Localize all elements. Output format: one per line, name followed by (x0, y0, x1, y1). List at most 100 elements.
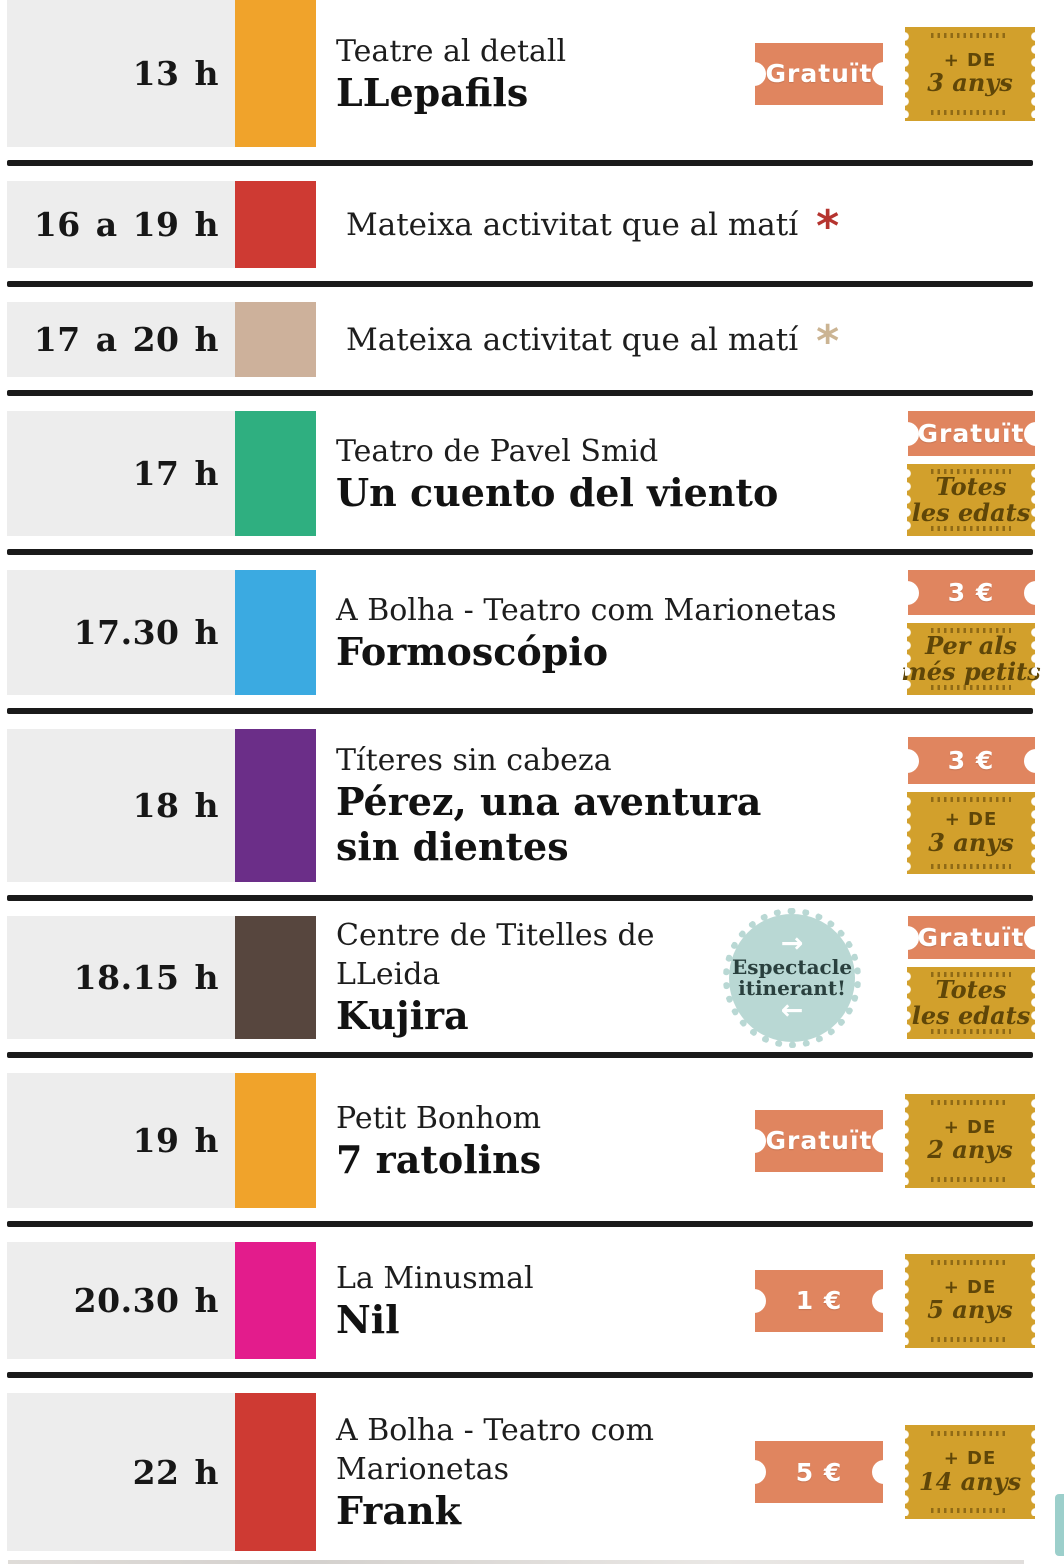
age-prefix: + DE (944, 809, 998, 831)
show-title: Un cuento del viento (336, 469, 779, 515)
age-info: + DE 3 anys (927, 38, 1013, 110)
show-title: 7 ratolins (336, 1136, 542, 1182)
arrow-left-icon: ← (780, 994, 804, 1026)
price-label: Gratuït (917, 923, 1025, 953)
event-info: Teatre al detall LLepafils (316, 0, 755, 147)
time-cell: 18 h (7, 729, 235, 882)
row-divider (7, 1052, 1033, 1058)
time-cell: 17 h (7, 411, 235, 536)
age-value: les edats (911, 498, 1031, 528)
badges: 3 € + DE 3 anys (905, 729, 1037, 882)
category-color-block (235, 181, 316, 268)
price-label: 3 € (947, 746, 995, 775)
age-value: 14 anys (918, 1466, 1022, 1496)
company-name: Teatro de Pavel Smid (336, 433, 659, 469)
page-bottom-line (8, 1560, 1024, 1564)
schedule-row: 18.15 h Centre de Titelles de LLeida Kuj… (0, 901, 1064, 1052)
note-text: Mateixa activitat que al matí (346, 321, 799, 358)
time-label: 16 a 19 h (33, 205, 219, 244)
row-divider (7, 160, 1033, 166)
time-cell: 19 h (7, 1073, 235, 1208)
age-info: + DE 2 anys (927, 1105, 1013, 1177)
row-divider (7, 390, 1033, 396)
time-label: 18 h (132, 786, 219, 825)
ticket-decoration (931, 1029, 1011, 1034)
ticket-decoration (931, 797, 1011, 802)
event-info: A Bolha - Teatro com Marionetas Formoscó… (316, 570, 907, 695)
show-title: Formoscópio (336, 628, 609, 674)
age-ticket: Per als més petits (901, 623, 1041, 695)
show-title: LLepafils (336, 69, 529, 115)
time-label: 19 h (132, 1121, 219, 1160)
price-ticket: Gratuït (907, 411, 1035, 457)
itinerant-text: itinerant! (738, 975, 846, 1000)
age-ticket: Totes les edats (905, 967, 1037, 1039)
age-value: 2 anys (927, 1135, 1013, 1165)
arrow-right-icon: → (780, 928, 804, 960)
age-value: més petits (901, 657, 1041, 687)
company-name: A Bolha - Teatro com Marionetas (336, 1412, 654, 1487)
price-ticket: 3 € (907, 737, 1035, 784)
page-edge-artifact (1055, 1494, 1064, 1556)
row-divider (7, 1221, 1033, 1227)
age-value: les edats (911, 1001, 1031, 1031)
time-cell: 18.15 h (7, 916, 235, 1039)
company-name: La Minusmal (336, 1260, 534, 1296)
event-info: Teatro de Pavel Smid Un cuento del vient… (316, 411, 907, 536)
price-ticket: Gratuït (755, 42, 883, 105)
age-value: 3 anys (928, 827, 1014, 857)
age-info: + DE 5 anys (927, 1265, 1013, 1337)
age-info: Totes les edats (912, 977, 1030, 1029)
company-name: Teatre al detall (336, 33, 567, 69)
event-info: A Bolha - Teatro com Marionetas Frank (316, 1393, 755, 1551)
category-color-block (235, 729, 316, 882)
category-color-block (235, 570, 316, 695)
age-ticket: + DE 14 anys (903, 1425, 1037, 1519)
schedule-row: 16 a 19 h Mateixa activitat que al matí … (0, 166, 1064, 281)
price-label: 5 € (795, 1457, 843, 1487)
schedule-row: 17 a 20 h Mateixa activitat que al matí … (0, 287, 1064, 390)
row-divider (7, 1372, 1033, 1378)
company-name: A Bolha - Teatro com Marionetas (336, 592, 837, 628)
ticket-decoration (930, 1431, 1010, 1436)
age-prefix: + DE (943, 1448, 997, 1470)
event-info: Títeres sin cabeza Pérez, una aventura s… (316, 729, 907, 882)
badges: Gratuït + DE 3 anys (755, 0, 1037, 147)
age-prefix: + DE (943, 1276, 997, 1298)
schedule-row: 17 h Teatro de Pavel Smid Un cuento del … (0, 396, 1064, 549)
time-label: 13 h (132, 54, 219, 93)
show-title: Nil (336, 1296, 400, 1342)
age-value: 3 anys (927, 68, 1013, 98)
ticket-decoration (930, 1099, 1010, 1105)
price-label: 1 € (795, 1286, 843, 1315)
age-ticket: + DE 2 anys (903, 1093, 1037, 1188)
age-info: + DE 3 anys (928, 802, 1014, 864)
time-label: 17 a 20 h (33, 320, 219, 359)
event-info: Petit Bonhom 7 ratolins (316, 1073, 755, 1208)
price-ticket: 5 € (755, 1441, 883, 1503)
time-label: 17.30 h (73, 613, 219, 652)
event-info: Centre de Titelles de LLeida Kujira (316, 916, 729, 1039)
ticket-decoration (931, 469, 1011, 475)
price-ticket: Gratuït (755, 1109, 883, 1172)
category-color-block (235, 1073, 316, 1208)
time-cell: 13 h (7, 0, 235, 147)
ticket-decoration (930, 1176, 1010, 1182)
time-cell: 20.30 h (7, 1242, 235, 1359)
price-ticket: Gratuït (907, 916, 1035, 960)
ticket-decoration (930, 109, 1010, 115)
time-label: 22 h (132, 1452, 219, 1492)
price-ticket: 3 € (907, 570, 1035, 616)
age-value: Totes (935, 975, 1007, 1005)
category-color-block (235, 0, 316, 147)
event-info: La Minusmal Nil (316, 1242, 755, 1359)
row-divider (7, 549, 1033, 555)
show-title: Pérez, una aventura sin dientes (336, 779, 762, 869)
schedule-row: 17.30 h A Bolha - Teatro com Marionetas … (0, 555, 1064, 708)
time-label: 17 h (132, 454, 219, 493)
schedule-row: 20.30 h La Minusmal Nil 1 € + DE 5 anys (0, 1227, 1064, 1372)
ticket-decoration (931, 972, 1011, 978)
category-color-block (235, 411, 316, 536)
age-value: Totes (935, 472, 1007, 502)
